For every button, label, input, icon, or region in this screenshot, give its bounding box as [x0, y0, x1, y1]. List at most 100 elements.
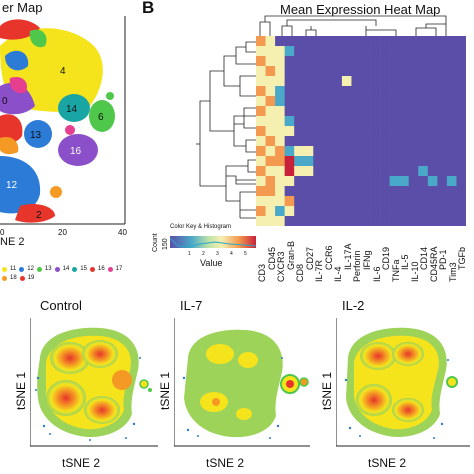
key-tick-3: 3	[216, 251, 219, 257]
heatmap-cell	[322, 76, 333, 87]
heatmap-cell	[446, 216, 457, 226]
plot-control: Control tSNE 1	[0, 292, 160, 474]
heatmap-cell	[389, 136, 400, 147]
heatmap-cell	[284, 136, 295, 147]
heatmap-cell	[322, 36, 333, 47]
heatmap-cell	[427, 76, 438, 87]
heatmap-cell	[275, 116, 285, 127]
marker-label: CD14	[419, 246, 430, 270]
heatmap-cell	[370, 96, 381, 107]
heatmap-cell	[408, 206, 419, 217]
heatmap-cell	[446, 156, 457, 167]
heatmap-cell	[256, 106, 266, 117]
heatmap-cell	[284, 196, 295, 207]
heatmap-cell	[294, 126, 305, 137]
heatmap-cell	[399, 46, 410, 57]
heatmap-cell	[456, 146, 466, 157]
heatmap-cell	[389, 46, 400, 57]
heatmap-cell	[380, 96, 390, 107]
heatmap-cell	[284, 176, 295, 187]
heatmap-cell	[427, 36, 438, 47]
row-dendrogram	[196, 41, 256, 219]
heatmap-cell	[446, 126, 457, 137]
heatmap-cell	[322, 56, 333, 67]
heatmap-cell	[456, 186, 466, 197]
heatmap-cell	[265, 126, 276, 137]
plot-control-xlabel: tSNE 2	[62, 456, 101, 470]
heatmap-cell	[427, 96, 438, 107]
cluster-label-13: 13	[30, 130, 42, 141]
heatmap-cell	[265, 36, 276, 47]
heatmap-cell	[332, 176, 343, 187]
heatmap-cell	[322, 206, 333, 217]
heatmap-cell	[380, 46, 390, 57]
heatmap-cell	[427, 106, 438, 117]
heatmap-cell	[399, 216, 410, 226]
heatmap-cell	[389, 86, 400, 97]
heatmap-cell	[399, 36, 410, 47]
heatmap-cell	[408, 216, 419, 226]
density-plot-il7	[174, 318, 310, 447]
plot-il7-title: IL-7	[180, 298, 203, 313]
heatmap-cell	[389, 56, 400, 67]
heatmap-cell	[408, 176, 419, 187]
heatmap-cell	[265, 156, 276, 167]
legend-number: 18	[10, 275, 17, 281]
plot-il2-ylabel: tSNE 1	[320, 371, 334, 410]
heatmap-cell	[332, 156, 343, 167]
heatmap-cell	[389, 76, 400, 87]
heatmap-cell	[437, 106, 448, 117]
heatmap-cell	[370, 136, 381, 147]
heatmap-cell	[256, 206, 266, 217]
heatmap-cell	[370, 126, 381, 137]
heatmap-cell	[303, 166, 314, 177]
heatmap-cell	[361, 116, 371, 127]
heatmap-cell	[341, 106, 352, 117]
heatmap-cell	[456, 46, 466, 57]
heatmap-cell	[370, 116, 381, 127]
heatmap-cell	[446, 86, 457, 97]
heatmap-cell	[265, 206, 276, 217]
cluster-label-2: 2	[36, 210, 42, 221]
heatmap-cell	[389, 196, 400, 207]
heatmap-cell	[341, 96, 352, 107]
heatmap-cell	[265, 196, 276, 207]
heatmap-cell	[332, 46, 343, 57]
heatmap-cell	[332, 36, 343, 47]
heatmap-cell	[294, 146, 305, 157]
heatmap-cell	[322, 46, 333, 57]
heatmap-cell	[456, 176, 466, 187]
heatmap-cell	[446, 46, 457, 57]
heatmap-cell	[380, 126, 390, 137]
panel-c: Control tSNE 1	[0, 292, 474, 474]
heatmap-cell	[256, 46, 266, 57]
plot-control-ylabel: tSNE 1	[14, 371, 28, 410]
heatmap-cell	[418, 36, 429, 47]
legend-number: 16	[97, 266, 105, 272]
heatmap-cell	[456, 76, 466, 87]
heatmap-cell	[275, 66, 285, 77]
heatmap-cell	[456, 36, 466, 47]
heatmap-cell	[294, 36, 305, 47]
marker-label: TGFb	[457, 246, 468, 270]
heatmap-cell	[294, 76, 305, 87]
heatmap-cell	[313, 76, 324, 87]
heatmap-cell	[370, 196, 381, 207]
heatmap-cell	[361, 36, 371, 47]
heatmap-cell	[313, 126, 324, 137]
heatmap-cell	[265, 96, 276, 107]
heatmap-cell	[418, 56, 429, 67]
heatmap-cell	[265, 76, 276, 87]
marker-label: IL-4	[333, 266, 344, 282]
heatmap-cell	[332, 86, 343, 97]
heatmap-cell	[361, 46, 371, 57]
color-key-bar	[170, 236, 256, 248]
cluster-label-12: 12	[6, 180, 18, 191]
heatmap-cell	[351, 176, 362, 187]
key-tick-5: 5	[244, 251, 247, 257]
heatmap-cell	[275, 46, 285, 57]
heatmap-cell	[427, 146, 438, 157]
heatmap-cell	[256, 76, 266, 87]
heatmap-cell	[399, 56, 410, 67]
heatmap-cell	[380, 76, 390, 87]
